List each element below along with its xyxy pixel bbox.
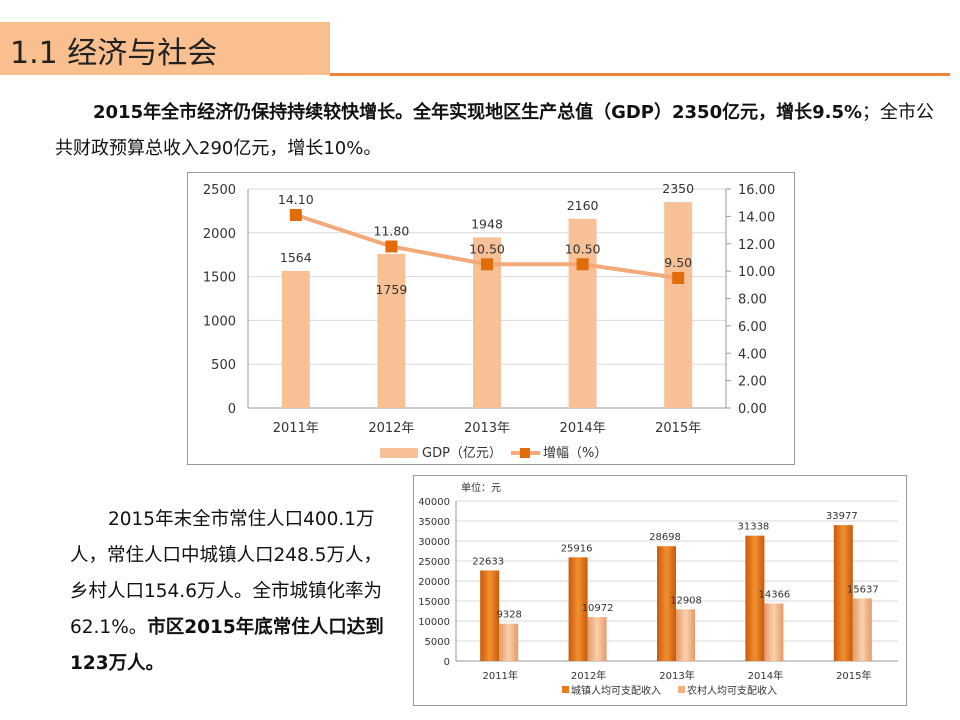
x-tick-label: 2015年 (655, 421, 701, 436)
rural-income-bar (499, 623, 519, 661)
gdp-paragraph: 2015年全市经济仍保持持续较快增长。全年实现地区生产总值（GDP）2350亿元… (55, 95, 935, 167)
y2-tick-label: 4.00 (738, 347, 767, 362)
growth-marker (672, 271, 685, 284)
y-tick-label: 30000 (418, 537, 450, 548)
legend-growth-label: 增幅（%） (543, 446, 607, 461)
rural-data-label: 9328 (496, 610, 521, 621)
x-tick-label: 2011年 (273, 421, 319, 436)
gdp-bar (281, 270, 310, 408)
y2-tick-label: 6.00 (738, 320, 767, 335)
income-chart: 单位：元 0 5000 10000 15000 20000 25000 30000 35000 4… (413, 475, 907, 706)
rural-data-label: 14366 (758, 590, 790, 601)
y-tick-label: 1500 (203, 271, 236, 286)
x-tick-label: 2011年 (482, 669, 517, 682)
y2-tick-label: 8.00 (738, 293, 767, 308)
y2-tick-label: 14.00 (738, 210, 775, 225)
x-tick-label: 2012年 (571, 669, 606, 682)
gdp-data-label: 2160 (567, 198, 599, 213)
gdp-chart-svg: 0 500 1000 1500 2000 2500 0.00 2.00 4.00 6.00 8.00… (203, 181, 775, 461)
y-tick-label: 20000 (418, 577, 450, 588)
y-tick-label: 2500 (203, 183, 236, 198)
urban-income-bar (657, 546, 676, 661)
rural-data-label: 12908 (670, 595, 702, 606)
income-chart-svg: 单位：元 0 5000 10000 15000 20000 25000 30000 35000 4… (418, 481, 898, 697)
rural-data-label: 15637 (847, 584, 879, 595)
y-tick-label: 5000 (425, 637, 450, 648)
y-tick-label: 25000 (418, 557, 450, 568)
title-divider (330, 73, 950, 76)
gdp-data-label: 2350 (662, 181, 694, 196)
rural-income-bar (587, 617, 607, 661)
urban-data-label: 22633 (472, 556, 504, 567)
gdp-bar (664, 202, 693, 408)
y2-tick-label: 2.00 (738, 375, 767, 390)
y2-tick-label: 16.00 (738, 183, 775, 198)
y-tick-label: 0 (444, 657, 450, 668)
urban-data-label: 31338 (737, 522, 769, 533)
slide-title: 1.1 经济与社会 (10, 36, 218, 71)
growth-data-label: 11.80 (374, 223, 410, 238)
legend-rural-label: 农村人均可支配收入 (687, 684, 777, 697)
rural-income-bar (676, 609, 695, 661)
y-tick-label: 2000 (203, 227, 236, 242)
rural-data-label: 10972 (582, 603, 614, 614)
y-tick-label: 40000 (418, 497, 450, 508)
gdp-data-label: 1759 (375, 282, 407, 297)
title-bar: 1.1 经济与社会 (0, 22, 330, 75)
rural-income-bar (764, 603, 784, 661)
y2-tick-label: 0.00 (738, 402, 767, 417)
legend-gdp-label: GDP（亿元） (422, 446, 502, 461)
growth-marker (481, 258, 493, 271)
gdp-chart: 0 500 1000 1500 2000 2500 0.00 2.00 4.00 6.00 8.00… (187, 172, 795, 465)
legend-urban-label: 城镇人均可支配收入 (571, 684, 661, 697)
growth-data-label: 10.50 (469, 241, 505, 256)
urban-income-bar (745, 535, 765, 661)
y-tick-label: 10000 (418, 617, 450, 628)
gdp-data-label: 1948 (471, 216, 503, 231)
urban-income-bar (480, 570, 500, 661)
urban-income-bar (568, 557, 588, 661)
gdp-bar (568, 218, 597, 408)
x-tick-label: 2014年 (748, 669, 783, 682)
gdp-paragraph-bold: 2015年全市经济仍保持持续较快增长。全年实现地区生产总值（GDP）2350亿元… (93, 102, 863, 123)
legend-growth-marker (520, 448, 530, 458)
x-tick-label: 2013年 (464, 421, 510, 436)
gdp-bar (377, 253, 406, 408)
urban-data-label: 28698 (649, 532, 681, 543)
y-tick-label: 35000 (418, 517, 450, 528)
urban-income-bar (833, 525, 853, 661)
x-tick-label: 2014年 (560, 421, 606, 436)
population-paragraph-normal: 2015年末全市常住人口400.1万人，常住人口中城镇人口248.5万人，乡村人… (70, 509, 382, 638)
y2-tick-label: 10.00 (738, 265, 775, 280)
gdp-data-label: 1564 (280, 250, 312, 265)
rural-income-bar (852, 598, 872, 661)
y-tick-label: 0 (228, 402, 236, 417)
growth-data-label: 14.10 (278, 192, 314, 207)
urban-data-label: 33977 (826, 511, 858, 522)
growth-marker (576, 258, 589, 271)
growth-marker (289, 209, 302, 222)
population-paragraph-bold: 市区2015年底常住人口达到123万人。 (70, 617, 384, 674)
y-tick-label: 1000 (203, 314, 236, 329)
x-tick-label: 2013年 (659, 669, 694, 682)
growth-data-label: 9.50 (664, 255, 692, 270)
legend-rural-swatch (678, 686, 685, 693)
population-paragraph: 2015年末全市常住人口400.1万人，常住人口中城镇人口248.5万人，乡村人… (70, 502, 400, 682)
x-tick-label: 2012年 (368, 421, 414, 436)
x-tick-label: 2015年 (836, 669, 871, 682)
y-tick-label: 15000 (418, 597, 450, 608)
gdp-paragraph-normal: ；全市公共财政预算总收入290亿元，增长10%。 (55, 102, 935, 159)
y2-tick-label: 12.00 (738, 238, 775, 253)
legend-gdp-swatch (380, 448, 418, 458)
growth-data-label: 10.50 (565, 241, 601, 256)
unit-label: 单位：元 (461, 481, 501, 494)
growth-marker (385, 240, 398, 253)
y-tick-label: 500 (211, 358, 236, 373)
urban-data-label: 25916 (561, 543, 593, 554)
legend-urban-swatch (562, 686, 569, 693)
